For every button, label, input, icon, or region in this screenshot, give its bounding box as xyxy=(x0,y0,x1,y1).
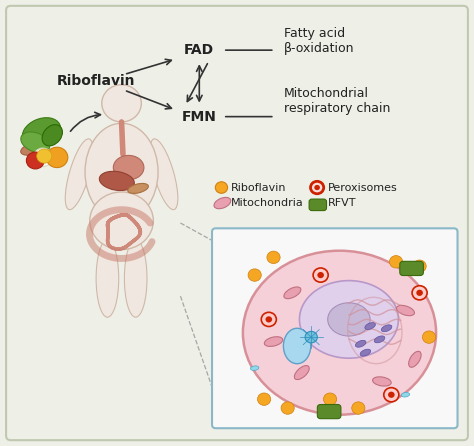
Circle shape xyxy=(388,392,395,398)
Circle shape xyxy=(412,286,427,300)
Ellipse shape xyxy=(264,337,283,347)
Circle shape xyxy=(27,152,44,169)
Text: Mitochondrial
respiratory chain: Mitochondrial respiratory chain xyxy=(284,87,391,115)
Text: Riboflavin: Riboflavin xyxy=(231,182,287,193)
Text: FAD: FAD xyxy=(184,43,214,57)
FancyBboxPatch shape xyxy=(212,228,457,428)
FancyBboxPatch shape xyxy=(400,261,423,276)
Ellipse shape xyxy=(214,198,231,209)
Ellipse shape xyxy=(360,349,371,356)
Ellipse shape xyxy=(21,132,50,153)
Ellipse shape xyxy=(150,139,178,210)
Ellipse shape xyxy=(113,155,144,180)
Text: FMN: FMN xyxy=(182,110,217,124)
Ellipse shape xyxy=(409,351,421,368)
Ellipse shape xyxy=(356,340,366,347)
Circle shape xyxy=(265,316,272,322)
Text: Riboflavin: Riboflavin xyxy=(56,74,135,88)
Ellipse shape xyxy=(65,139,93,210)
Circle shape xyxy=(384,388,399,402)
Circle shape xyxy=(305,331,318,343)
Circle shape xyxy=(352,402,365,414)
Ellipse shape xyxy=(250,366,259,371)
Text: RFVT: RFVT xyxy=(328,198,356,208)
Circle shape xyxy=(102,85,141,122)
Circle shape xyxy=(323,393,337,405)
Ellipse shape xyxy=(243,251,436,415)
Circle shape xyxy=(390,256,402,268)
Ellipse shape xyxy=(85,123,158,221)
Ellipse shape xyxy=(283,328,311,364)
Ellipse shape xyxy=(21,142,46,155)
Ellipse shape xyxy=(300,281,398,358)
Ellipse shape xyxy=(396,306,414,316)
Ellipse shape xyxy=(294,366,309,380)
FancyBboxPatch shape xyxy=(6,6,468,440)
Ellipse shape xyxy=(100,171,134,190)
Ellipse shape xyxy=(22,118,61,147)
Circle shape xyxy=(422,331,436,343)
Circle shape xyxy=(36,149,52,163)
Ellipse shape xyxy=(284,287,301,299)
Circle shape xyxy=(416,290,423,296)
Ellipse shape xyxy=(34,148,52,167)
Circle shape xyxy=(314,185,320,190)
Circle shape xyxy=(281,402,294,414)
Circle shape xyxy=(267,251,280,264)
Ellipse shape xyxy=(381,325,392,332)
Text: Fatty acid
β-oxidation: Fatty acid β-oxidation xyxy=(284,27,355,55)
Ellipse shape xyxy=(90,192,154,250)
Ellipse shape xyxy=(128,183,148,194)
Ellipse shape xyxy=(373,377,391,386)
Circle shape xyxy=(261,312,276,326)
Ellipse shape xyxy=(124,240,147,317)
Circle shape xyxy=(215,182,228,193)
Ellipse shape xyxy=(328,303,370,336)
Circle shape xyxy=(257,393,271,405)
Ellipse shape xyxy=(96,240,118,317)
Text: Mitochondria: Mitochondria xyxy=(231,198,304,208)
Circle shape xyxy=(310,182,324,194)
Ellipse shape xyxy=(42,124,63,146)
Ellipse shape xyxy=(365,322,375,330)
Ellipse shape xyxy=(401,392,410,397)
Circle shape xyxy=(318,272,324,278)
FancyBboxPatch shape xyxy=(309,199,327,211)
Circle shape xyxy=(46,147,68,168)
Circle shape xyxy=(248,269,261,281)
Text: Peroxisomes: Peroxisomes xyxy=(328,182,397,193)
Circle shape xyxy=(313,268,328,282)
FancyBboxPatch shape xyxy=(318,405,341,419)
Circle shape xyxy=(413,260,426,273)
Ellipse shape xyxy=(374,336,385,343)
